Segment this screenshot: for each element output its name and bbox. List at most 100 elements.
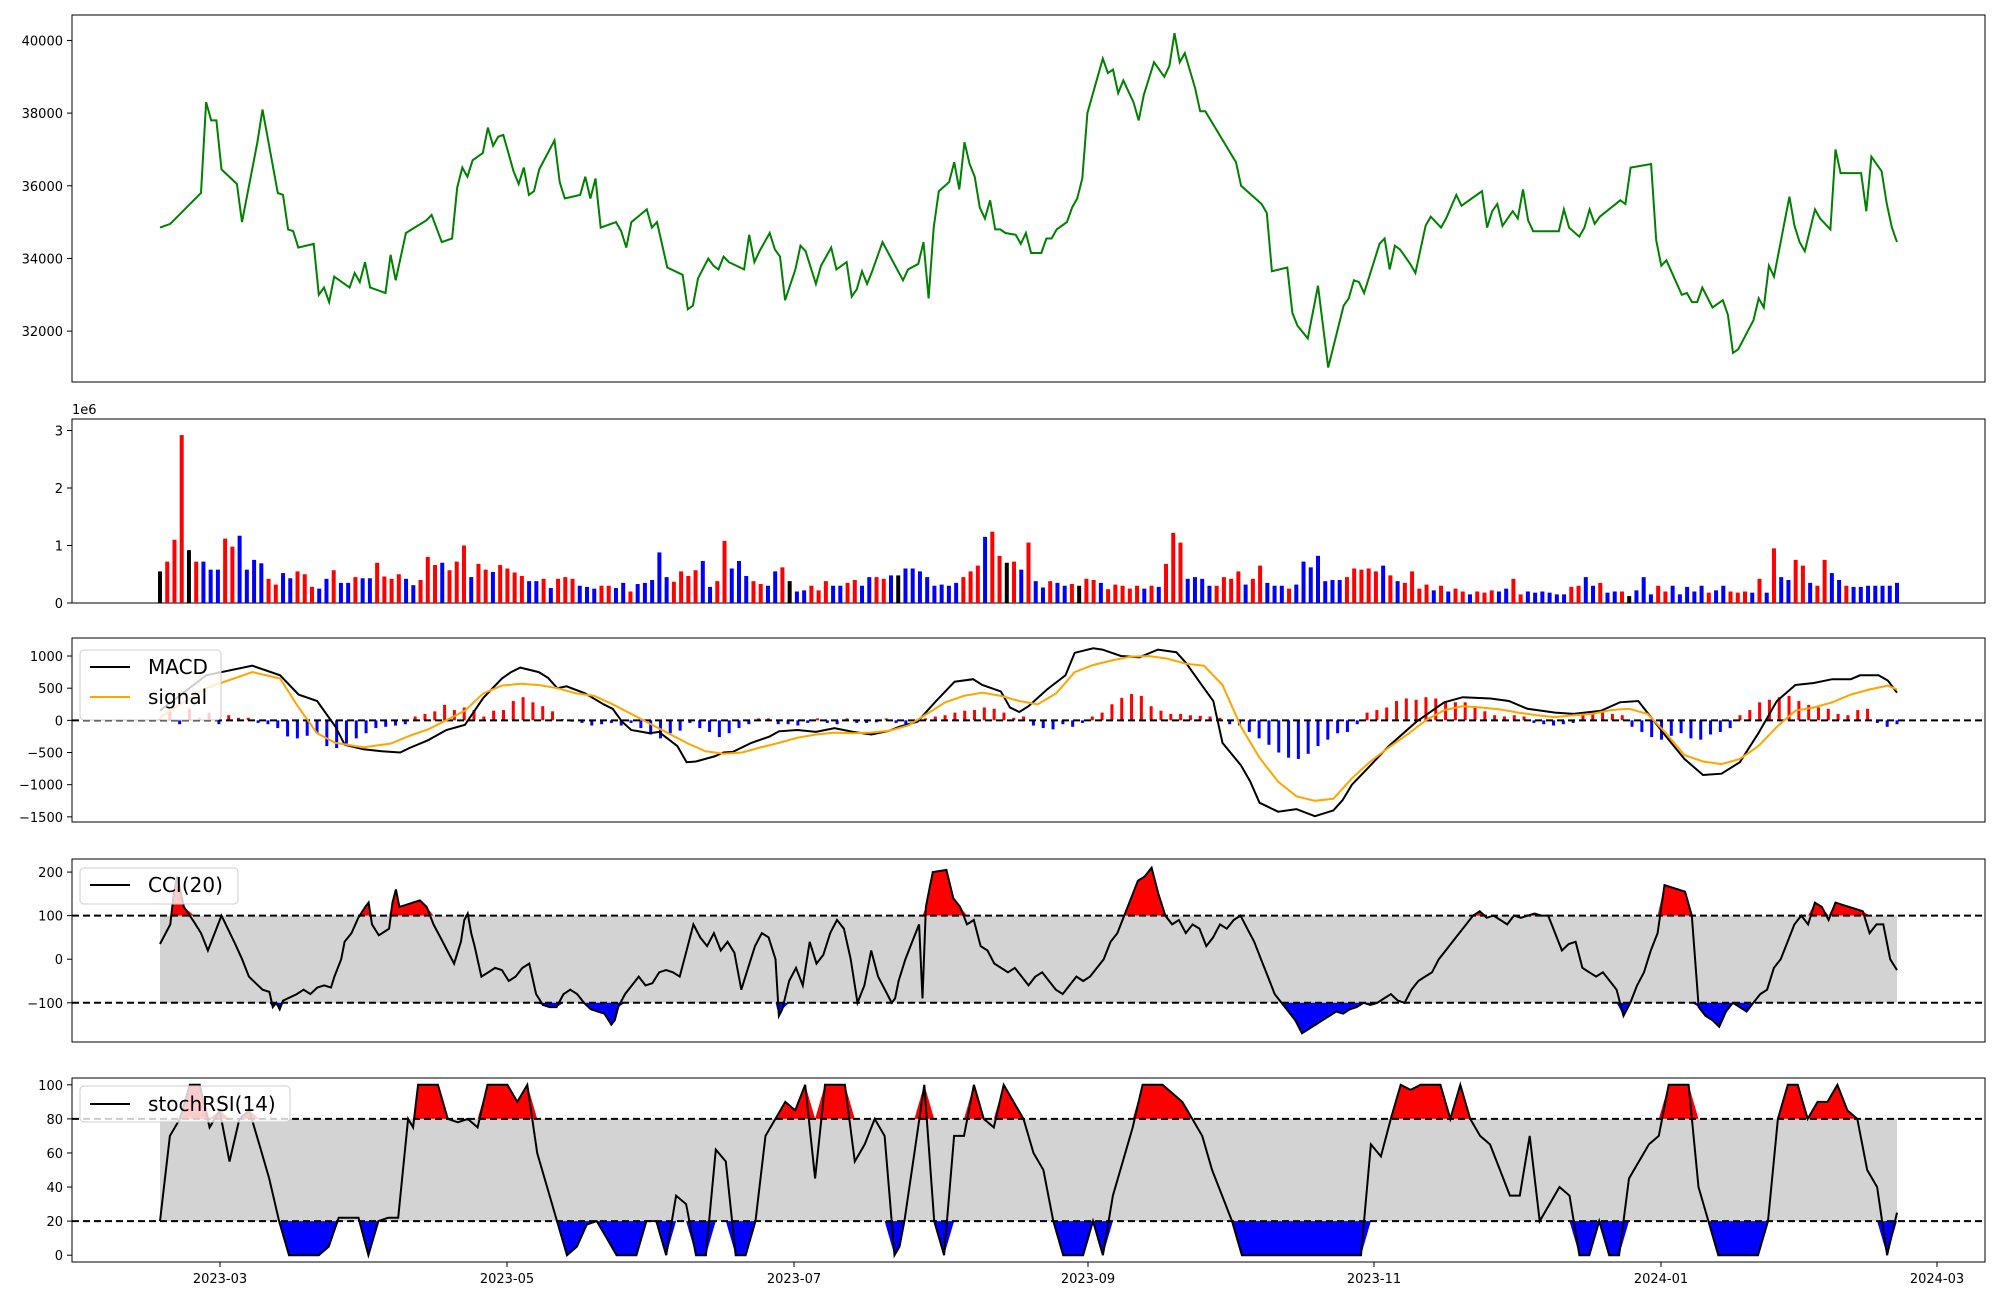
volume-bar	[317, 588, 322, 603]
volume-bar	[461, 545, 466, 603]
volume-bar	[1106, 589, 1111, 603]
macd-histogram-bar	[1277, 720, 1281, 753]
volume-bar	[1656, 585, 1661, 603]
volume-bar	[1258, 565, 1263, 603]
volume-bar	[686, 575, 691, 603]
volume-bar	[1598, 582, 1603, 603]
volume-bar	[1026, 542, 1031, 603]
volume-bar	[802, 590, 807, 603]
macd-histogram-bar	[1002, 712, 1006, 721]
macd-histogram-bar	[727, 720, 731, 734]
volume-bar	[1569, 586, 1574, 603]
volume-bar	[975, 565, 980, 603]
macd-histogram-bar	[1355, 720, 1359, 725]
macd-histogram-bar	[1502, 716, 1506, 721]
volume-bar	[244, 569, 249, 603]
volume-bar	[186, 550, 191, 603]
macd-histogram-bar	[344, 720, 348, 744]
macd-histogram-bar	[1404, 698, 1408, 721]
macd-histogram-bar	[580, 720, 584, 723]
macd-histogram-bar	[1777, 697, 1781, 721]
macd-histogram-bar	[1640, 720, 1644, 732]
macd-ytick-label: 0	[55, 714, 63, 729]
volume-bar	[570, 578, 575, 603]
volume-bar	[592, 588, 597, 603]
macd-histogram-bar	[1610, 713, 1614, 721]
volume-bar	[1301, 561, 1306, 603]
macd-histogram-bar	[433, 711, 437, 721]
volume-bar	[1612, 591, 1617, 603]
macd-histogram-bar	[933, 716, 937, 721]
volume-bar	[874, 577, 879, 603]
macd-legend-label: MACD	[148, 655, 208, 679]
x-axis-tick-label: 2023-03	[193, 1272, 247, 1287]
volume-bar	[194, 561, 199, 603]
macd-histogram-bar	[1208, 716, 1212, 721]
volume-bar	[1699, 585, 1704, 603]
macd-legend: MACD signal	[79, 649, 222, 721]
stochrsi-ytick-label: 80	[46, 1113, 63, 1128]
macd-histogram-bar	[1473, 706, 1477, 721]
volume-bar	[1540, 591, 1545, 603]
volume-bar	[158, 571, 162, 603]
macd-histogram-bar	[1316, 720, 1320, 747]
signal-series-line	[159, 654, 1898, 802]
macd-histogram-bar	[825, 720, 829, 723]
macd-histogram-bar	[1375, 710, 1379, 721]
macd-histogram-bar	[531, 702, 535, 721]
macd-histogram-bar	[668, 720, 672, 734]
volume-bar	[888, 575, 893, 603]
price-series-line	[159, 33, 1898, 368]
volume-ytick-label: 1	[55, 540, 63, 555]
volume-bar	[259, 563, 264, 603]
volume-bar	[433, 565, 438, 603]
macd-histogram-bar	[1709, 720, 1713, 735]
volume-bar	[1287, 588, 1292, 603]
volume-bar	[331, 570, 336, 603]
volume-bar	[1200, 578, 1205, 603]
macd-histogram-bar	[511, 701, 515, 721]
volume-bar	[498, 565, 503, 603]
macd-histogram-bar	[1542, 720, 1546, 725]
volume-bar	[1178, 542, 1183, 603]
macd-histogram-bar	[1885, 720, 1889, 727]
volume-bar	[1482, 592, 1487, 603]
volume-bar	[1040, 587, 1045, 603]
cci-ytick-label: 0	[55, 953, 63, 968]
macd-histogram-bar	[1296, 720, 1300, 759]
macd-histogram-bar	[305, 720, 309, 736]
volume-bar	[1880, 585, 1885, 603]
volume-bar	[650, 580, 655, 603]
macd-histogram-bar	[678, 720, 682, 731]
volume-bar	[440, 562, 445, 603]
volume-bar	[1786, 580, 1791, 603]
volume-bar	[1467, 594, 1472, 603]
volume-bar	[353, 577, 358, 603]
macd-histogram-bar	[1748, 710, 1752, 721]
volume-bar	[1127, 588, 1132, 603]
volume-bar	[1504, 588, 1509, 603]
volume-bar	[172, 539, 177, 603]
volume-bar	[1663, 591, 1668, 603]
macd-histogram-bar	[1532, 720, 1536, 723]
volume-bar	[1525, 591, 1530, 603]
volume-bar	[1402, 582, 1407, 603]
macd-histogram-bar	[1100, 712, 1104, 721]
volume-bar	[1431, 590, 1436, 603]
macd-histogram-bar	[394, 720, 398, 726]
volume-bar	[1135, 585, 1140, 603]
macd-histogram-bar	[1689, 720, 1693, 739]
volume-bar	[346, 582, 351, 603]
macd-series-line	[159, 647, 1898, 818]
volume-bar	[1714, 590, 1719, 603]
volume-bar	[519, 575, 524, 603]
volume-bar	[1337, 580, 1342, 603]
volume-bar	[932, 585, 937, 603]
macd-histogram-bar	[1385, 707, 1389, 721]
volume-bar	[715, 581, 720, 603]
macd-histogram-bar	[619, 720, 623, 726]
macd-histogram-bar	[1031, 720, 1035, 726]
macd-histogram-bar	[855, 720, 859, 723]
macd-histogram-bar	[492, 710, 496, 721]
